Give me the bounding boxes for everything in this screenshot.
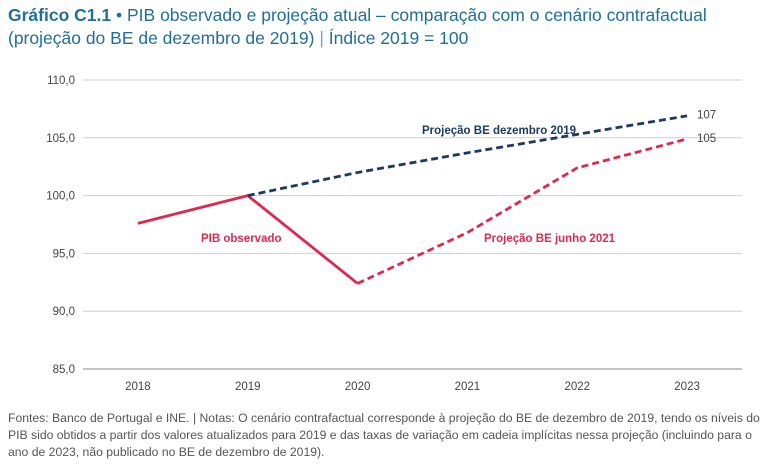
y-tick-label: 105,0 (46, 133, 75, 145)
x-tick-label: 2022 (564, 381, 590, 393)
x-tick-label: 2021 (455, 381, 481, 393)
series-label-dec2019: Projeção BE dezembro 2019 (422, 125, 576, 137)
x-tick-label: 2020 (345, 381, 371, 393)
footnote: Fontes: Banco de Portugal e INE. | Notas… (8, 410, 774, 461)
series-lines (138, 116, 687, 284)
chart-labels: PIB observado Projeção BE junho 2021 Proje… (201, 110, 716, 245)
end-value-label: 107 (697, 110, 716, 122)
axes: 85,0 90,0 95,0 100,0 105,0 110,0 2018 2019 2020 2… (46, 75, 742, 393)
x-tick-label: 2019 (235, 381, 261, 393)
end-value-label: 105 (697, 133, 716, 145)
line-chart: 85,0 90,0 95,0 100,0 105,0 110,0 2018 2019 2020 2… (0, 0, 780, 400)
y-tick-label: 85,0 (53, 364, 75, 376)
y-tick-label: 110,0 (47, 75, 75, 87)
grid (83, 80, 742, 311)
y-tick-label: 100,0 (46, 191, 75, 203)
x-tick-label: 2018 (125, 381, 151, 393)
series-label-observed: PIB observado (201, 233, 282, 245)
y-tick-label: 90,0 (53, 306, 75, 318)
y-tick-label: 95,0 (53, 248, 75, 260)
series-label-june2021: Projeção BE junho 2021 (484, 233, 616, 245)
series-line-june2021 (358, 139, 687, 284)
x-tick-label: 2023 (674, 381, 700, 393)
